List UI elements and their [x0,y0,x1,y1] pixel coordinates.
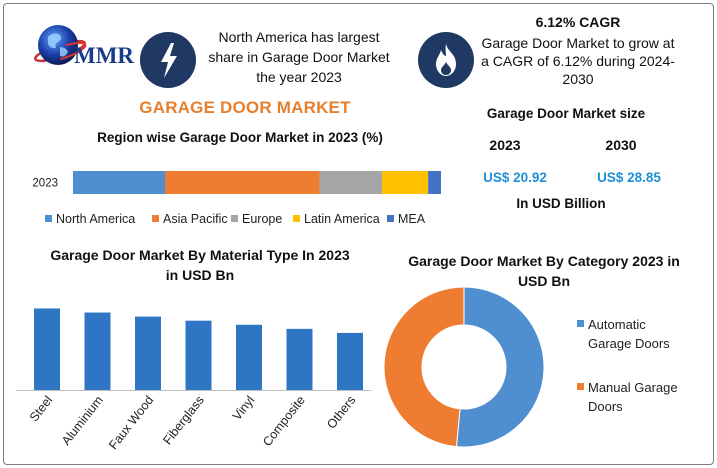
region-category-label: 2023 [32,178,58,190]
material-bar [185,320,212,390]
material-tick-label: Others [324,393,358,431]
material-bar-chart: Steel Aluminium Faux Wood Fiberglass Vinyl Co… [16,308,372,452]
region-legend-swatch [45,215,52,222]
brand-logo: MMR [30,17,134,79]
material-bar [337,332,363,390]
region-legend-label: MEA [398,212,426,226]
lightning-bolt-icon [140,32,196,88]
globe-icon [33,25,87,65]
category-chart-title: Garage Door Market By Category 2023 in U… [408,253,680,289]
cagr-title: 6.12% CAGR [535,14,621,30]
logo-text: MMR [74,43,135,68]
flame-icon [418,32,474,88]
cagr-text: Garage Door Market to grow at a CAGR of … [481,35,675,87]
region-legend-swatch [152,215,159,222]
material-tick-label: Steel [27,393,56,424]
material-tick-label: Faux Wood [106,393,156,452]
region-legend-swatch [387,215,394,222]
region-legend-label: North America [56,212,135,226]
category-legend-swatch [577,320,584,327]
category-donut-slice [455,286,545,448]
region-bar-segment [319,171,383,194]
material-tick-label: Composite [260,393,308,449]
region-legend-swatch [293,215,300,222]
region-stacked-bar-chart: 2023 North America Asia Pacific Europe Latin… [32,171,441,226]
material-tick-label: Vinyl [230,393,258,423]
region-bar-segment [73,171,165,194]
market-size-value-2023: US$ 20.92 [483,170,547,185]
insight-left-text: North America has largest share in Garag… [208,29,390,85]
region-bar-segment [382,171,429,194]
region-bar-segment [428,171,441,194]
region-bar-segment [165,171,320,194]
category-legend-swatch [577,383,584,390]
market-size-value-2030: US$ 28.85 [597,170,661,185]
category-donut-chart: Automatic Garage Doors Manual Garage Doors [383,286,678,448]
region-legend-label: Europe [242,212,282,226]
market-size-unit: In USD Billion [516,196,606,211]
region-legend-label: Latin America [304,212,380,226]
infographic-frame [3,3,714,465]
category-legend-label: Automatic Garage Doors [588,317,670,351]
category-donut-slice [383,286,465,448]
main-title: GARAGE DOOR MARKET [139,98,351,117]
material-tick-label: Fiberglass [160,393,207,447]
material-chart-title: Garage Door Market By Material Type In 2… [50,247,350,283]
material-bar [135,316,161,390]
material-bar [34,308,60,390]
market-size-year-2023: 2023 [489,137,521,153]
material-bar [84,312,111,390]
region-legend-label: Asia Pacific [163,212,228,226]
category-legend-label: Manual Garage Doors [588,380,678,414]
region-chart-title: Region wise Garage Door Market in 2023 (… [97,130,383,145]
material-bar [286,328,313,390]
material-tick-label: Aluminium [59,393,106,448]
market-size-title: Garage Door Market size [486,106,646,121]
market-size-year-2030: 2030 [605,137,637,153]
region-legend-swatch [231,215,238,222]
material-bar [236,324,262,390]
